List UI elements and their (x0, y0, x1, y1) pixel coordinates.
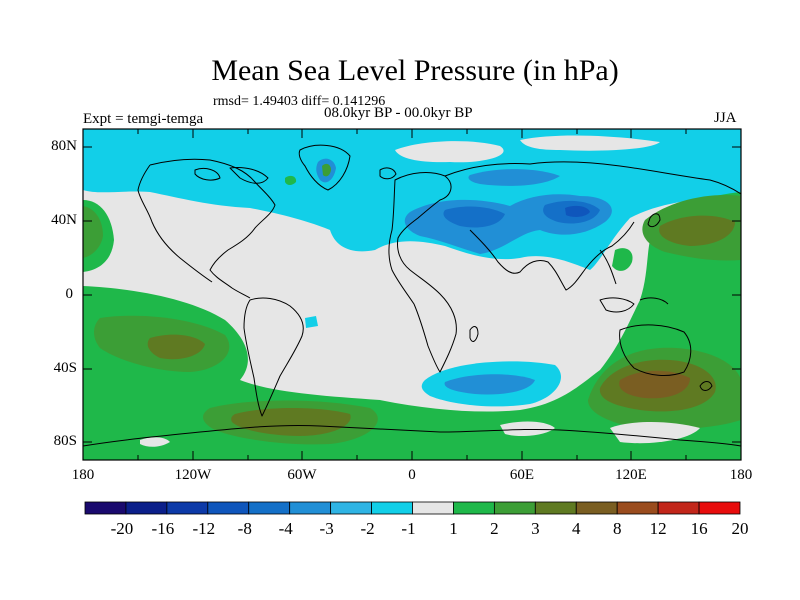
colorbar-label: 2 (490, 519, 499, 538)
y-tick-label: 80N (51, 138, 77, 154)
y-tick-label: 40N (51, 212, 77, 228)
period-label: 08.0kyr BP - 00.0kyr BP (324, 105, 473, 121)
colorbar-swatch (657, 501, 700, 515)
colorbar-swatch (207, 501, 250, 515)
colorbar-label: 4 (572, 519, 581, 538)
colorbar-label: -3 (319, 519, 334, 538)
colorbar-label: -20 (110, 519, 134, 538)
colorbar-label: -2 (360, 519, 375, 538)
colorbar-swatch (289, 501, 332, 515)
colorbar-label: -12 (192, 519, 216, 538)
colorbar-swatch (616, 501, 659, 515)
colorbar-label: 3 (531, 519, 540, 538)
colorbar-label: 8 (612, 519, 622, 538)
colorbar (84, 501, 741, 515)
colorbar-label: 1 (449, 519, 458, 538)
x-tick-label: 60E (509, 467, 535, 483)
colorbar-label: -4 (278, 519, 293, 538)
colorbar-swatch (534, 501, 577, 515)
x-tick-label: 120E (615, 467, 647, 483)
y-tick-label: 40S (53, 360, 77, 376)
y-tick-label: 80S (53, 433, 77, 449)
stats-label: rmsd= 1.49403 diff= 0.141296 (213, 94, 386, 109)
colorbar-swatch (412, 501, 454, 515)
x-tick-label: 120W (174, 467, 212, 483)
x-tick-label: 60W (287, 467, 317, 483)
colorbar-swatch (84, 501, 127, 515)
season-label: JJA (714, 110, 737, 126)
colorbar-label: -16 (151, 519, 175, 538)
x-tick-label: 0 (408, 467, 416, 483)
x-tick-label: 180 (71, 467, 95, 483)
colorbar-label: 16 (690, 519, 708, 538)
axis-ticks (83, 129, 741, 460)
colorbar-swatch (698, 501, 741, 515)
colorbar-swatch (371, 501, 413, 515)
plot-title: Mean Sea Level Pressure (in hPa) (211, 54, 619, 87)
colorbar-label: -8 (237, 519, 252, 538)
y-tick-label: 0 (65, 286, 74, 302)
colorbar-label: 20 (731, 519, 749, 538)
colorbar-label: 12 (649, 519, 667, 538)
colorbar-swatch (166, 501, 209, 515)
colorbar-swatch (330, 501, 372, 515)
colorbar-swatch (453, 501, 495, 515)
x-tick-label: 180 (729, 467, 753, 483)
pressure-field (83, 129, 741, 460)
experiment-label: Expt = temgi-temga (83, 111, 204, 127)
colorbar-swatch (575, 501, 618, 515)
colorbar-swatch (248, 501, 291, 515)
coastlines (83, 144, 741, 447)
colorbar-swatch (125, 501, 168, 515)
colorbar-label: -1 (401, 519, 416, 538)
colorbar-swatch (493, 501, 536, 515)
